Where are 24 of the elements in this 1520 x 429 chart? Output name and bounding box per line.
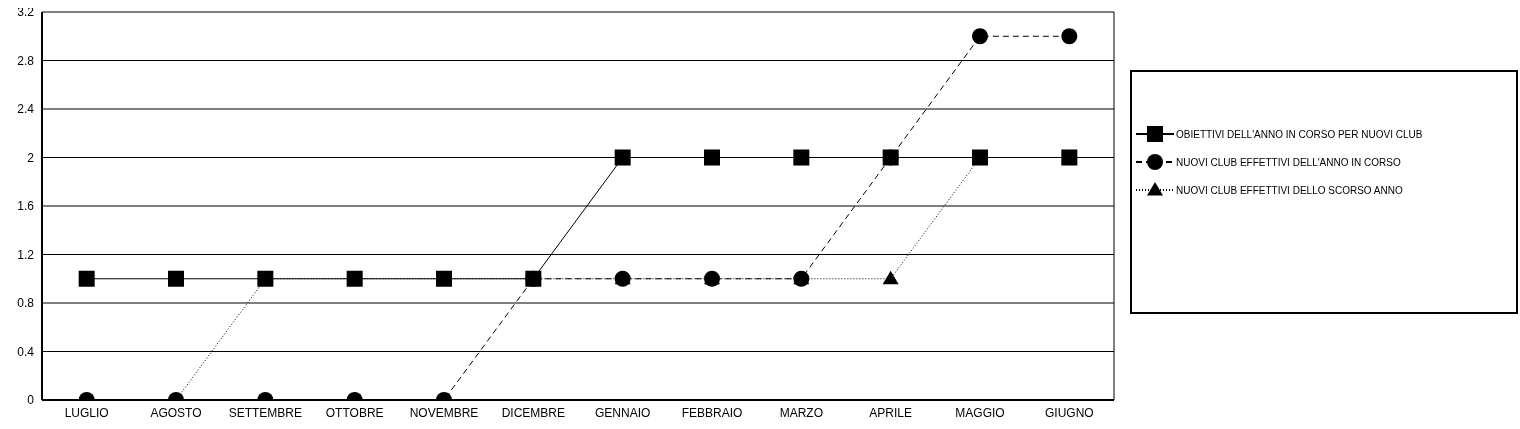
y-tick-label: 0: [27, 393, 35, 408]
x-tick-label: LUGLIO: [64, 405, 109, 420]
legend-label: OBIETTIVI DELL'ANNO IN CORSO PER NUOVI CLUB: [1176, 128, 1424, 142]
x-tick-label: MAGGIO: [955, 405, 1005, 420]
x-tick-label: GENNAIO: [594, 405, 651, 420]
x-tick-label: NOVEMBRE: [409, 405, 479, 420]
y-tick-label: 0.4: [17, 344, 35, 359]
y-tick-label: 1.2: [17, 247, 35, 262]
x-tick-label: GIUGNO: [1045, 405, 1094, 420]
x-tick-label: FEBBRAIO: [681, 405, 743, 420]
x-tick-label: SETTEMBRE: [228, 405, 303, 420]
y-tick-label: 2: [27, 150, 35, 165]
y-tick-label: 3.2: [17, 5, 35, 20]
legend-label: NUOVI CLUB EFFETTIVI DELLO SCORSO ANNO: [1176, 184, 1404, 198]
x-tick-label: OTTOBRE: [325, 405, 384, 420]
legend-label: NUOVI CLUB EFFETTIVI DELL'ANNO IN CORSO: [1176, 156, 1402, 170]
x-tick-label: MARZO: [779, 405, 824, 420]
x-tick-label: AGOSTO: [150, 405, 202, 420]
x-tick-label: APRILE: [869, 405, 913, 420]
x-tick-label: DICEMBRE: [501, 405, 566, 420]
y-tick-label: 2.8: [17, 53, 35, 68]
y-tick-label: 2.4: [17, 102, 35, 117]
y-tick-label: 0.8: [17, 296, 35, 311]
y-tick-label: 1.6: [17, 199, 35, 214]
